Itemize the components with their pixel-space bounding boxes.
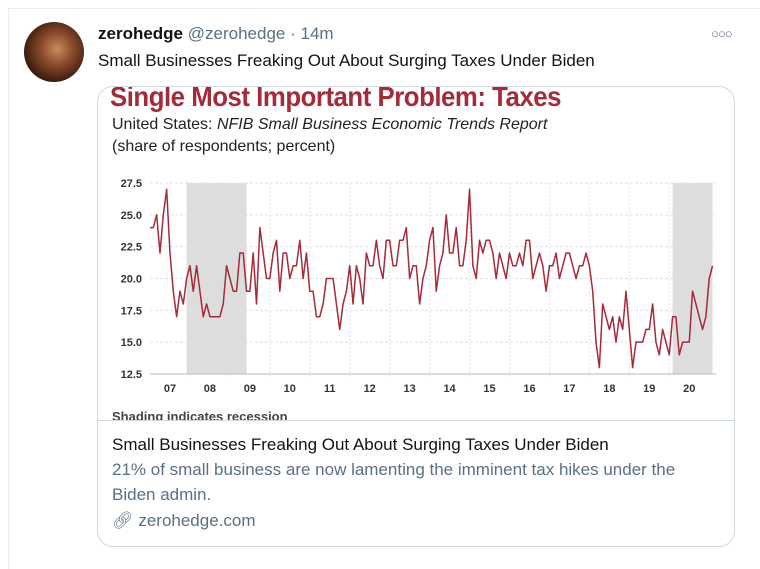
x-tick-label: 07 [164,383,176,395]
timestamp[interactable]: 14m [300,24,334,43]
subtitle-source: NFIB Small Business Economic Trends Repo… [216,116,548,133]
card-image[interactable]: Single Most Important Problem: Taxes Uni… [98,87,734,421]
x-tick-label: 16 [523,383,535,395]
chart-footnote: Shading indicates recession [112,409,288,421]
x-tick-label: 19 [643,383,655,395]
x-tick-label: 15 [483,383,495,395]
y-tick-label: 27.5 [121,178,142,190]
y-tick-label: 12.5 [121,369,142,381]
y-tick-label: 20.0 [121,274,142,286]
x-tick-label: 11 [324,383,336,395]
chart-title: Single Most Important Problem: Taxes [110,87,562,112]
x-tick-label: 09 [244,383,256,395]
card-domain-text: zerohedge.com [138,511,256,530]
y-tick-label: 25.0 [121,210,142,222]
x-tick-label: 08 [204,383,216,395]
tweet-text: Small Businesses Freaking Out About Surg… [98,51,595,70]
x-tick-label: 18 [603,383,615,395]
tweet-header: zerohedge @zerohedge · 14m [98,24,334,44]
x-tick-label: 17 [563,383,575,395]
more-horizontal-icon[interactable]: ○○○ [711,26,733,41]
line-chart: 27.5 25.0 22.5 20.0 17.5 15.0 12.5 07 08 09 10 11 12… [121,178,716,395]
avatar[interactable] [24,22,84,82]
x-tick-label: 14 [443,383,456,395]
y-tick-label: 15.0 [121,337,142,349]
card-domain: 🔗︎ zerohedge.com [112,508,722,534]
link-card[interactable]: Single Most Important Problem: Taxes Uni… [97,86,735,547]
x-tick-label: 13 [404,383,416,395]
data-line [150,188,714,369]
x-tick-label: 12 [364,383,376,395]
handle[interactable]: @zerohedge [187,24,286,43]
link-icon: 🔗︎ [112,511,134,530]
card-title: Small Businesses Freaking Out About Surg… [112,435,609,454]
chart-unit-note: (share of respondents; percent) [112,138,336,155]
card-info: Small Businesses Freaking Out About Surg… [112,433,722,534]
card-description: 21% of small business are now lamenting … [112,460,676,504]
separator: · [290,24,296,43]
x-tick-label: 20 [683,383,695,395]
y-tick-label: 22.5 [121,242,142,254]
chart-subtitle: United States: NFIB Small Business Econo… [112,116,547,134]
tweet-container [8,8,760,569]
display-name[interactable]: zerohedge [98,24,184,43]
subtitle-prefix: United States: [112,116,217,133]
x-tick-label: 10 [284,383,296,395]
y-tick-label: 17.5 [121,305,142,317]
